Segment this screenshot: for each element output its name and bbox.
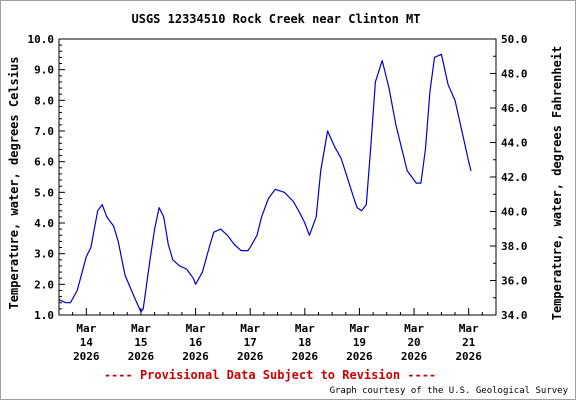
right-tick-label: 46.0 bbox=[501, 102, 528, 115]
provisional-notice: ---- Provisional Data Subject to Revisio… bbox=[104, 368, 436, 382]
right-axis-label: Temperature, water, degrees Fahrenheit bbox=[550, 46, 564, 321]
left-tick-label: 3.0 bbox=[34, 248, 54, 261]
x-tick-label-line: 2026 bbox=[237, 350, 264, 363]
x-tick-label-line: Mar bbox=[76, 322, 96, 335]
x-tick-label-line: 16 bbox=[189, 336, 203, 349]
left-tick-label: 6.0 bbox=[34, 156, 54, 169]
series-line bbox=[58, 53, 472, 313]
x-tick-label-line: 2026 bbox=[346, 350, 373, 363]
right-tick-label: 44.0 bbox=[501, 137, 528, 150]
left-tick-label: 9.0 bbox=[34, 64, 54, 77]
x-tick-label-line: 2026 bbox=[455, 350, 482, 363]
left-tick-label: 2.0 bbox=[34, 278, 54, 291]
x-tick-label-line: 14 bbox=[80, 336, 94, 349]
x-tick-label-line: 20 bbox=[407, 336, 420, 349]
chart-title: USGS 12334510 Rock Creek near Clinton MT bbox=[132, 12, 421, 26]
x-axis: Mar142026Mar152026Mar162026Mar172026Mar1… bbox=[58, 308, 497, 363]
x-tick-label-line: Mar bbox=[295, 322, 315, 335]
right-tick-label: 48.0 bbox=[501, 68, 528, 81]
x-tick-label-line: 2026 bbox=[182, 350, 209, 363]
x-tick-label-line: 18 bbox=[298, 336, 311, 349]
x-tick-label-line: 2026 bbox=[73, 350, 100, 363]
left-axis-label: Temperature, water, degrees Celsius bbox=[7, 57, 21, 310]
series-layer bbox=[58, 53, 472, 313]
left-tick-label: 1.0 bbox=[34, 309, 54, 322]
right-tick-label: 50.0 bbox=[501, 33, 528, 46]
courtesy-text: Graph courtesy of the U.S. Geological Su… bbox=[330, 386, 569, 396]
right-tick-label: 42.0 bbox=[501, 171, 528, 184]
left-tick-label: 7.0 bbox=[34, 125, 54, 138]
right-tick-label: 38.0 bbox=[501, 240, 528, 253]
x-tick-label-line: 15 bbox=[134, 336, 147, 349]
left-tick-label: 8.0 bbox=[34, 94, 54, 107]
x-tick-label-line: Mar bbox=[240, 322, 260, 335]
x-tick-label-line: 2026 bbox=[401, 350, 428, 363]
right-y-axis: 34.0 36.0 38.0 40.0 42.0 44.0 46.0 48.0 50.0 bbox=[490, 33, 528, 322]
left-y-axis: 1.0 2.0 3.0 4.0 5.0 6.0 7.0 8.0 9.0 10.0 bbox=[28, 33, 65, 322]
right-tick-label: 36.0 bbox=[501, 275, 528, 288]
x-tick-label-line: 2026 bbox=[292, 350, 319, 363]
x-tick-label-line: Mar bbox=[459, 322, 479, 335]
right-tick-label: 40.0 bbox=[501, 206, 528, 219]
x-tick-label-line: Mar bbox=[131, 322, 151, 335]
x-tick-label-line: Mar bbox=[404, 322, 424, 335]
right-tick-label: 34.0 bbox=[501, 309, 528, 322]
x-tick-label-line: 19 bbox=[353, 336, 366, 349]
left-tick-label: 10.0 bbox=[28, 33, 55, 46]
x-tick-label-line: 17 bbox=[244, 336, 257, 349]
x-tick-label-line: 21 bbox=[462, 336, 476, 349]
x-tick-label-line: Mar bbox=[186, 322, 206, 335]
left-tick-label: 5.0 bbox=[34, 186, 54, 199]
x-tick-label-line: 2026 bbox=[128, 350, 155, 363]
left-tick-label: 4.0 bbox=[34, 217, 54, 230]
x-tick-label-line: Mar bbox=[350, 322, 370, 335]
